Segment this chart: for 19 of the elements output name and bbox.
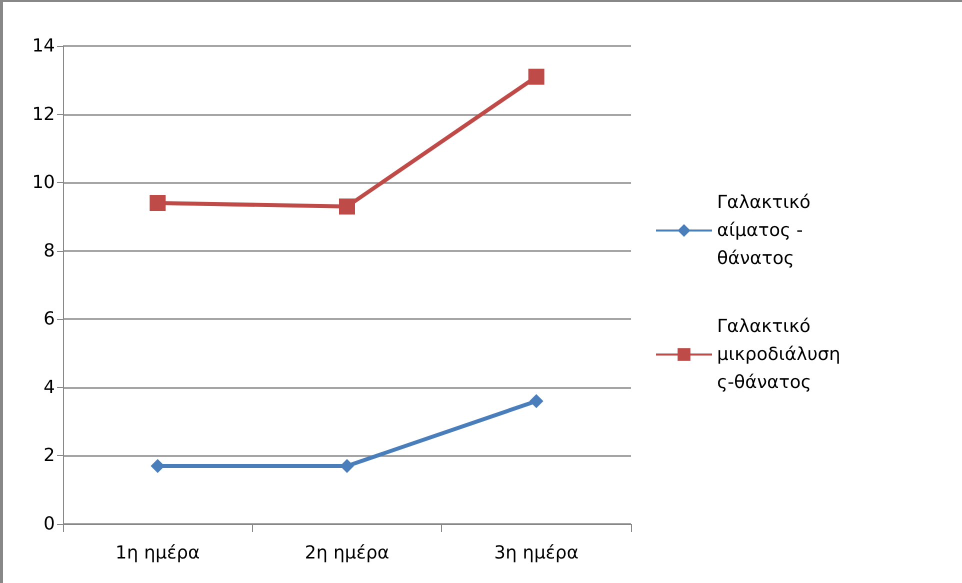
y-tick-label: 14 — [32, 36, 55, 56]
y-tick-label: 12 — [32, 104, 55, 125]
legend-label: Γαλακτικό αίματος - θάνατος — [717, 192, 816, 269]
y-tick-label: 0 — [44, 514, 55, 534]
y-tick-label: 4 — [44, 376, 55, 398]
y-tick-label: 6 — [44, 308, 55, 330]
y-tick-label: 2 — [44, 445, 55, 466]
point — [339, 198, 355, 214]
point — [340, 458, 354, 473]
x-tick-label: 2η ημέρα — [304, 542, 390, 564]
y-tick-label: 10 — [32, 172, 55, 194]
point — [150, 195, 166, 212]
legend-label: Γαλακτικό μικροδιάλυσης-θάνατος — [717, 316, 840, 393]
point — [528, 68, 544, 85]
y-tick-label: 8 — [44, 240, 55, 262]
x-tick-label: 3η ημέρα — [494, 542, 579, 564]
point — [529, 394, 544, 408]
x-tick-label: 1η ημέρα — [115, 542, 200, 564]
point — [150, 458, 165, 473]
